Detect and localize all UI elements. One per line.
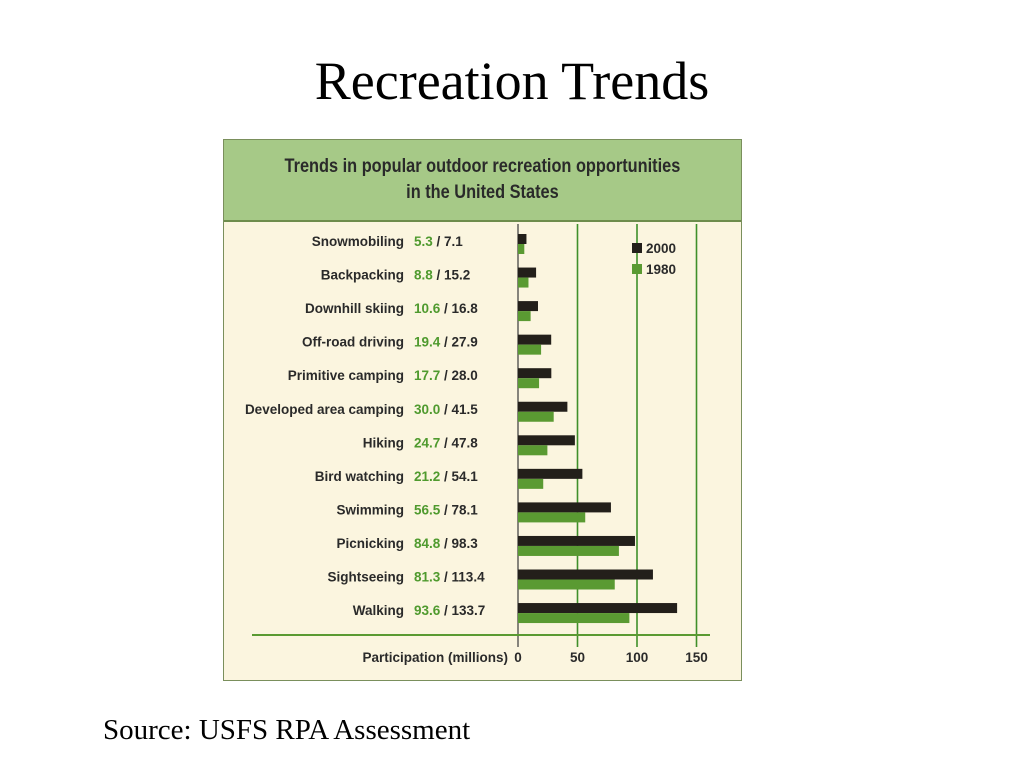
category-label: Picnicking (336, 536, 404, 551)
value-label-2000: / 98.3 (440, 536, 478, 551)
category-label: Backpacking (321, 268, 404, 283)
category-label: Walking (353, 603, 404, 618)
bar-2000 (518, 334, 552, 345)
bar-1980 (518, 378, 540, 389)
category-label: Off-road driving (302, 335, 404, 350)
legend-label-2000: 2000 (646, 241, 676, 256)
value-label: 8.8 / 15.2 (414, 268, 470, 283)
value-label-2000: / 78.1 (440, 502, 478, 517)
value-label-2000: / 27.9 (440, 335, 478, 350)
bar-1980 (518, 445, 548, 456)
category-label: Swimming (336, 502, 404, 517)
chart-figure: Trends in popular outdoor recreation opp… (223, 139, 742, 681)
bar-1980 (518, 579, 615, 590)
bar-1980 (518, 344, 542, 355)
category-label: Snowmobiling (312, 234, 404, 249)
chart-title-line-2: in the United States (406, 182, 559, 203)
value-label: 21.2 / 54.1 (414, 469, 478, 484)
value-label-1980: 17.7 (414, 368, 440, 383)
value-label-1980: 56.5 (414, 502, 441, 517)
value-label-2000: / 28.0 (440, 368, 478, 383)
x-tick-label: 100 (626, 650, 649, 665)
chart-plot: Snowmobiling 5.3 / 7.1 Backpacking 8.8 / 15… (245, 224, 710, 665)
value-label-2000: / 7.1 (433, 234, 464, 249)
category-label: Sightseeing (327, 570, 404, 585)
value-label-2000: / 113.4 (440, 570, 485, 585)
value-label-2000: / 133.7 (440, 603, 485, 618)
bar-2000 (518, 267, 537, 278)
value-label-1980: 30.0 (414, 402, 440, 417)
legend-swatch-1980 (632, 264, 642, 274)
x-tick-label: 0 (514, 650, 522, 665)
value-label-1980: 10.6 (414, 301, 441, 316)
value-label: 56.5 / 78.1 (414, 502, 478, 517)
bar-1980 (518, 411, 554, 422)
bar-2000 (518, 401, 568, 412)
bar-2000 (518, 368, 552, 379)
value-label-1980: 81.3 (414, 570, 441, 585)
category-label: Downhill skiing (305, 301, 404, 316)
category-label: Primitive camping (288, 368, 404, 383)
value-label: 17.7 / 28.0 (414, 368, 478, 383)
bar-2000 (518, 301, 538, 312)
legend-label-1980: 1980 (646, 262, 676, 277)
category-label: Developed area camping (245, 402, 404, 417)
value-label: 19.4 / 27.9 (414, 335, 478, 350)
value-label-1980: 5.3 (414, 234, 433, 249)
value-label-1980: 19.4 (414, 335, 441, 350)
chart-title: Trends in popular outdoor recreation opp… (260, 154, 705, 206)
bar-2000 (518, 502, 611, 513)
value-label-1980: 8.8 (414, 268, 433, 283)
slide-title: Recreation Trends (314, 51, 710, 111)
value-label-2000: / 47.8 (440, 435, 478, 450)
bar-2000 (518, 468, 583, 479)
value-label-2000: / 54.1 (440, 469, 478, 484)
bar-1980 (518, 244, 525, 254)
bar-2000 (518, 435, 575, 446)
value-label: 24.7 / 47.8 (414, 435, 478, 450)
x-tick-label: 50 (570, 650, 585, 665)
bar-1980 (518, 277, 529, 288)
value-label: 81.3 / 113.4 (414, 570, 485, 585)
category-label: Hiking (363, 435, 404, 450)
value-label-2000: / 16.8 (440, 301, 478, 316)
x-tick-label: 150 (685, 650, 708, 665)
value-label-1980: 93.6 (414, 603, 441, 618)
source-note: Source: USFS RPA Assessment (103, 714, 471, 746)
value-label-1980: 84.8 (414, 536, 441, 551)
value-label-1980: 21.2 (414, 469, 440, 484)
value-label-1980: 24.7 (414, 435, 440, 450)
bar-1980 (518, 613, 630, 624)
bar-2000 (518, 234, 527, 244)
x-axis-title: Participation (millions) (362, 650, 508, 665)
value-label: 93.6 / 133.7 (414, 603, 485, 618)
chart-header: Trends in popular outdoor recreation opp… (224, 140, 741, 222)
value-label-2000: / 15.2 (433, 268, 471, 283)
category-label: Bird watching (315, 469, 404, 484)
bar-2000 (518, 535, 635, 546)
value-label: 30.0 / 41.5 (414, 402, 478, 417)
legend-swatch-2000 (632, 243, 642, 253)
chart-title-line-1: Trends in popular outdoor recreation opp… (284, 156, 681, 177)
value-label: 84.8 / 98.3 (414, 536, 478, 551)
value-label: 5.3 / 7.1 (414, 234, 463, 249)
value-label-2000: / 41.5 (440, 402, 478, 417)
bar-2000 (518, 569, 653, 580)
bar-1980 (518, 478, 544, 489)
bar-2000 (518, 603, 678, 614)
bar-1980 (518, 545, 619, 556)
bar-1980 (518, 311, 531, 322)
bar-1980 (518, 512, 586, 523)
value-label: 10.6 / 16.8 (414, 301, 478, 316)
